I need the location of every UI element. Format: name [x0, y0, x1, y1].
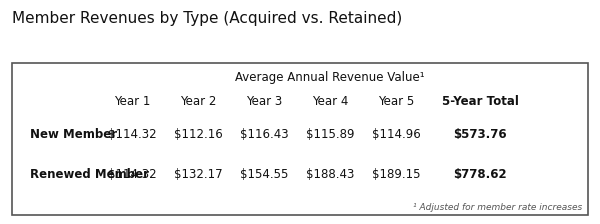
Text: $112.16: $112.16: [173, 128, 223, 141]
Text: Average Annual Revenue Value¹: Average Annual Revenue Value¹: [235, 71, 425, 84]
Text: Year 1: Year 1: [114, 95, 150, 108]
Text: $114.32: $114.32: [107, 168, 157, 181]
Text: $114.32: $114.32: [107, 128, 157, 141]
Text: 5-Year Total: 5-Year Total: [442, 95, 518, 108]
Text: Year 2: Year 2: [180, 95, 216, 108]
Text: Year 3: Year 3: [246, 95, 282, 108]
Text: ¹ Adjusted for member rate increases: ¹ Adjusted for member rate increases: [413, 203, 582, 212]
Text: $573.76: $573.76: [453, 128, 507, 141]
Text: $778.62: $778.62: [453, 168, 507, 181]
Text: $116.43: $116.43: [239, 128, 289, 141]
Text: $114.96: $114.96: [371, 128, 421, 141]
Text: $188.43: $188.43: [306, 168, 354, 181]
Text: $189.15: $189.15: [372, 168, 420, 181]
Text: $132.17: $132.17: [173, 168, 223, 181]
Text: Renewed Member: Renewed Member: [30, 168, 149, 181]
Text: Year 5: Year 5: [378, 95, 414, 108]
Text: $115.89: $115.89: [306, 128, 354, 141]
Text: Year 4: Year 4: [312, 95, 348, 108]
Text: New Member: New Member: [30, 128, 117, 141]
Text: $154.55: $154.55: [240, 168, 288, 181]
Text: Member Revenues by Type (Acquired vs. Retained): Member Revenues by Type (Acquired vs. Re…: [12, 11, 402, 26]
